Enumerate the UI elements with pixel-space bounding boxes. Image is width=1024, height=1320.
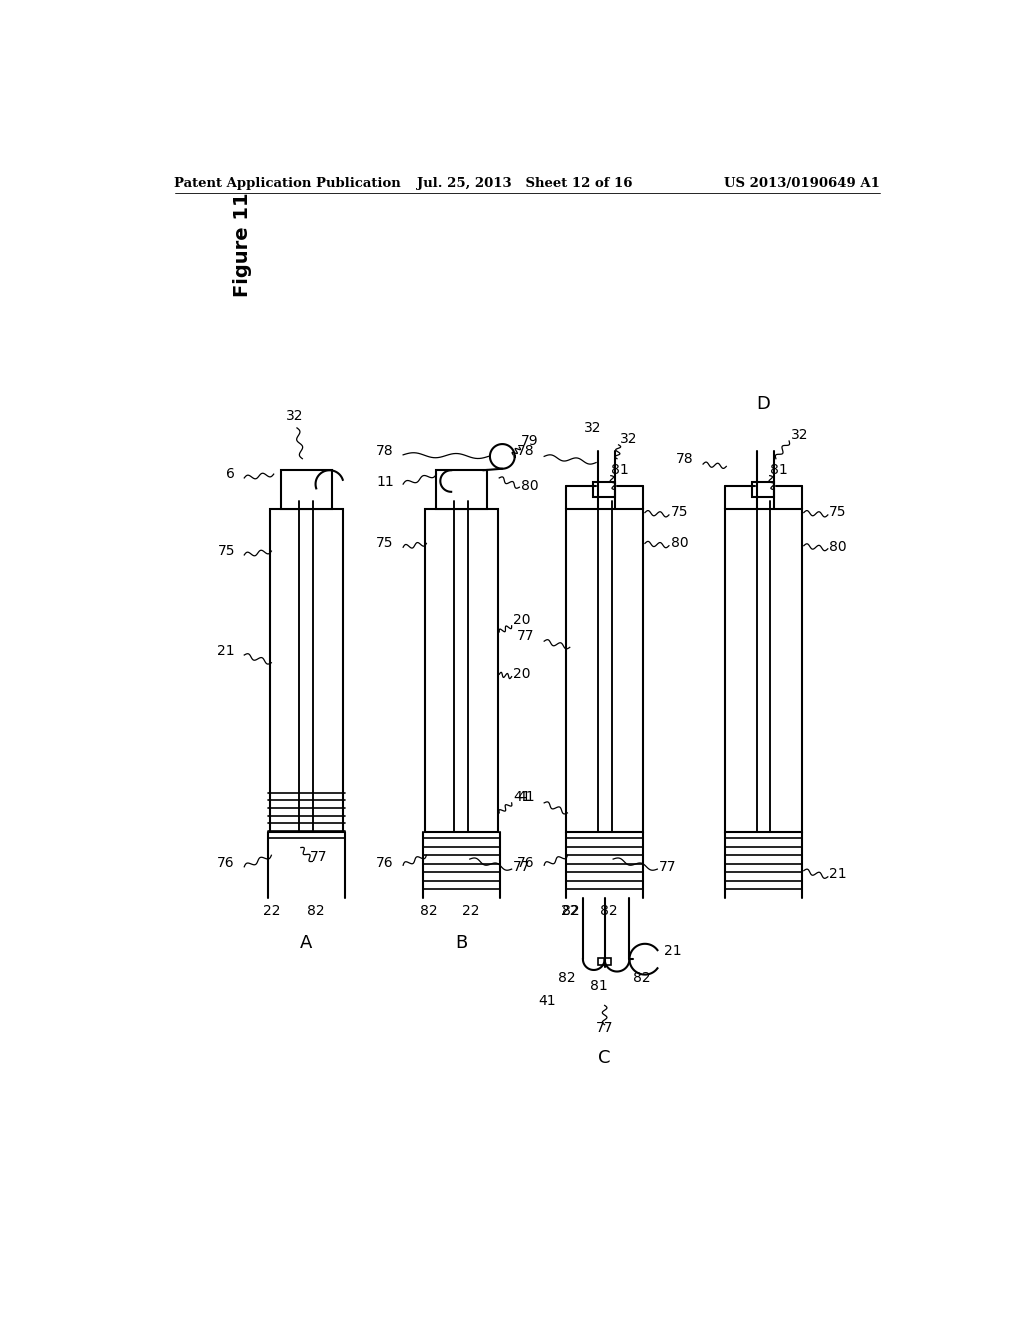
Text: 82: 82 [562, 903, 581, 917]
Text: 76: 76 [376, 855, 394, 870]
Text: 75: 75 [377, 536, 394, 550]
Text: 77: 77 [658, 859, 677, 874]
Text: 22: 22 [561, 903, 579, 917]
Text: 77: 77 [513, 859, 530, 874]
Text: 80: 80 [829, 540, 847, 554]
Text: 81: 81 [590, 979, 607, 993]
Text: 77: 77 [596, 1022, 613, 1035]
Text: 82: 82 [633, 972, 651, 985]
Text: US 2013/0190649 A1: US 2013/0190649 A1 [724, 177, 880, 190]
Text: 32: 32 [585, 421, 602, 434]
Bar [566, 508, 643, 832]
Text: C: C [598, 1049, 611, 1067]
Text: 82: 82 [600, 903, 617, 917]
Bar [282, 470, 332, 508]
Text: 32: 32 [791, 429, 808, 442]
Text: Patent Application Publication: Patent Application Publication [174, 177, 401, 190]
Text: 21: 21 [665, 944, 682, 958]
Text: 75: 75 [829, 506, 847, 520]
Text: 41: 41 [517, 791, 535, 804]
Text: 81: 81 [770, 463, 787, 477]
Text: B: B [455, 933, 467, 952]
Text: 41: 41 [513, 791, 530, 804]
Text: 75: 75 [671, 506, 688, 520]
Bar [593, 482, 614, 498]
Bar [436, 470, 486, 508]
Text: 21: 21 [217, 644, 234, 659]
Text: 78: 78 [376, 444, 394, 458]
Text: 22: 22 [262, 903, 281, 917]
Text: 20: 20 [513, 667, 530, 681]
Text: 21: 21 [829, 867, 847, 882]
Text: 75: 75 [217, 544, 234, 558]
Bar [725, 508, 802, 832]
Text: 41: 41 [539, 994, 556, 1008]
Text: A: A [300, 933, 312, 952]
Text: 6: 6 [226, 467, 234, 480]
Text: 77: 77 [517, 628, 535, 643]
Text: D: D [757, 395, 770, 413]
Text: 20: 20 [513, 614, 530, 627]
Text: 82: 82 [420, 903, 437, 917]
Bar [752, 482, 773, 498]
Text: 78: 78 [517, 444, 535, 458]
Bar [598, 958, 611, 965]
Text: Figure 11: Figure 11 [233, 193, 252, 297]
Text: Jul. 25, 2013   Sheet 12 of 16: Jul. 25, 2013 Sheet 12 of 16 [417, 177, 633, 190]
Text: 78: 78 [676, 451, 693, 466]
Text: 79: 79 [521, 434, 539, 447]
Text: 11: 11 [376, 475, 394, 488]
Bar [270, 508, 343, 832]
Text: 80: 80 [671, 536, 688, 550]
Text: 22: 22 [462, 903, 479, 917]
Text: 77: 77 [310, 850, 328, 865]
Text: 82: 82 [307, 903, 325, 917]
Text: 80: 80 [521, 479, 539, 492]
Text: 32: 32 [621, 433, 638, 446]
Text: 81: 81 [611, 463, 629, 477]
Text: 32: 32 [286, 409, 303, 424]
Bar [425, 508, 499, 832]
Text: 76: 76 [517, 855, 535, 870]
Text: 82: 82 [557, 972, 575, 985]
Text: 76: 76 [217, 855, 234, 870]
